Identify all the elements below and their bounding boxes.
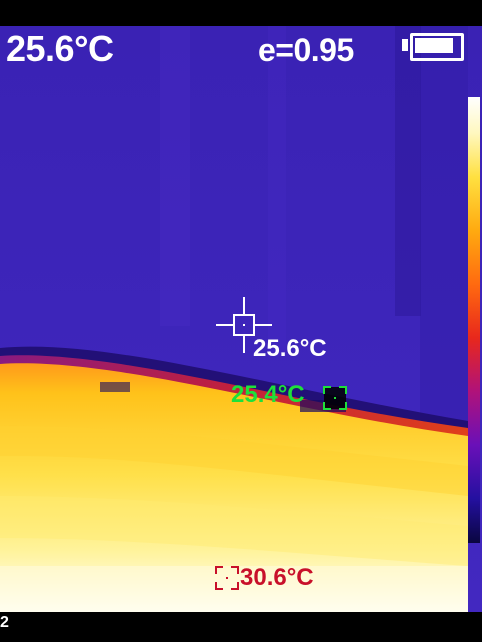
min-box-marker-icon <box>323 386 347 410</box>
spot-min-temperature: 25.4°C <box>231 381 305 408</box>
edge-text: 2 <box>0 614 9 631</box>
thermal-image <box>0 26 482 612</box>
battery-terminal <box>402 39 408 51</box>
spot-center-temperature: 25.6°C <box>253 335 327 362</box>
crosshair-icon <box>216 297 272 353</box>
spot-max-temperature: 30.6°C <box>240 564 314 591</box>
battery-body <box>410 33 464 61</box>
temperature-color-scale <box>468 97 480 543</box>
battery-level <box>415 38 453 53</box>
bottom-bar <box>0 612 482 642</box>
battery-icon <box>402 33 464 61</box>
center-temperature-readout: 25.6°C <box>6 28 114 69</box>
emissivity-readout: e=0.95 <box>258 32 354 68</box>
max-box-marker-icon <box>215 566 239 590</box>
